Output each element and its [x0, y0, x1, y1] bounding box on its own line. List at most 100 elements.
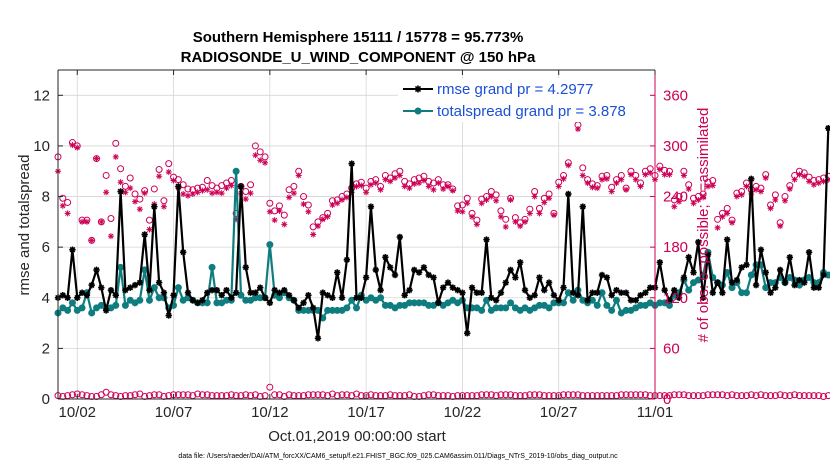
rmse-point	[810, 284, 818, 291]
obs-assimilated-point	[454, 207, 461, 214]
obs-possible-point	[131, 190, 139, 198]
rmse-point	[112, 292, 119, 299]
rmse-point	[435, 299, 442, 307]
rmse-point	[348, 160, 355, 167]
rmse-point	[699, 294, 707, 301]
obs-assimilated-point	[767, 205, 774, 212]
rmse-point	[261, 294, 269, 301]
obs-assimilated-point	[290, 190, 297, 197]
obs-possible-low-point	[155, 391, 163, 399]
totalspread-point	[747, 271, 755, 279]
obs-possible-low-point	[767, 392, 775, 400]
rmse-point	[290, 297, 298, 304]
obs-possible-point	[300, 193, 308, 201]
obs-assimilated-point	[358, 182, 365, 189]
obs-assimilated-point	[724, 210, 731, 217]
rmse-point	[752, 281, 760, 289]
rmse-point	[329, 294, 336, 301]
totalspread-point	[608, 306, 616, 314]
rmse-point	[579, 203, 586, 210]
obs-assimilated-point	[810, 181, 817, 188]
chart-title-line1: Southern Hemisphere 15111 / 15778 = 95.7…	[193, 29, 524, 46]
obs-assimilated-point	[127, 185, 134, 192]
rmse-point	[127, 284, 134, 291]
obs-assimilated-point	[757, 188, 764, 195]
obs-assimilated-point	[815, 180, 822, 187]
obs-possible-low-point	[487, 391, 495, 399]
obs-possible-low-point	[430, 391, 438, 399]
obs-assimilated-point	[305, 208, 312, 215]
rmse-point	[170, 292, 177, 299]
obs-assimilated-point	[709, 182, 716, 189]
rmse-point	[791, 281, 798, 289]
obs-assimilated-point	[546, 195, 553, 202]
rmse-point	[757, 246, 765, 253]
obs-assimilated-point	[334, 200, 341, 207]
rmse-point	[69, 246, 76, 253]
rmse-point	[406, 286, 413, 294]
obs-possible-point	[136, 195, 144, 203]
obs-assimilated-point	[594, 185, 601, 192]
rmse-point	[218, 292, 225, 299]
obs-assimilated-point	[93, 155, 100, 162]
obs-assimilated-point	[473, 221, 480, 228]
rmse-point	[194, 299, 201, 307]
x-tick-label: 10/17	[347, 404, 385, 421]
obs-possible-low-point	[728, 391, 736, 399]
obs-possible-point	[714, 215, 722, 223]
y-right-tick-label: 60	[663, 340, 680, 357]
rmse-point	[334, 269, 341, 276]
obs-assimilated-point	[541, 199, 548, 206]
obs-assimilated-point	[435, 180, 442, 187]
totalspread-point	[612, 296, 620, 304]
obs-assimilated-point	[555, 183, 562, 190]
obs-possible-low-point	[665, 392, 673, 400]
rmse-point	[815, 284, 822, 291]
obs-possible-point	[266, 199, 274, 207]
obs-assimilated-point	[170, 177, 177, 184]
obs-assimilated-point	[512, 218, 519, 225]
obs-possible-low-point	[694, 392, 702, 400]
legend: rmse grand pr = 4.2977 totalspread grand…	[398, 78, 650, 122]
legend-label-totalspread: totalspread grand pr = 3.878	[437, 103, 626, 120]
obs-possible-low-point	[800, 392, 808, 400]
rmse-point	[748, 175, 755, 183]
obs-possible-low-point	[622, 391, 630, 399]
rmse-point	[714, 279, 721, 286]
totalspread-point	[593, 301, 601, 309]
obs-possible-low-point	[531, 391, 539, 399]
rmse-point	[305, 292, 312, 299]
obs-possible-low-point	[733, 392, 741, 400]
obs-assimilated-point	[464, 200, 471, 207]
obs-possible-low-point	[690, 392, 698, 400]
obs-possible-low-point	[617, 391, 625, 399]
rmse-point	[781, 279, 789, 286]
obs-assimilated-point	[522, 218, 529, 225]
rmse-point	[516, 259, 524, 266]
obs-assimilated-point	[526, 210, 533, 217]
obs-possible-low-point	[343, 391, 351, 399]
obs-assimilated-point	[762, 174, 769, 181]
rmse-point	[131, 281, 139, 289]
x-axis-label: Oct.01,2019 00:00:00 start	[268, 428, 446, 445]
obs-assimilated-point	[276, 207, 283, 214]
obs-possible-low-point	[627, 391, 635, 399]
rmse-point	[295, 304, 302, 312]
obs-assimilated-point	[695, 196, 702, 203]
y-right-tick-label: 0	[663, 391, 671, 408]
obs-possible-point	[174, 176, 182, 184]
obs-possible-point	[59, 194, 67, 202]
totalspread-point	[478, 306, 486, 314]
obs-assimilated-point	[382, 176, 389, 183]
obs-assimilated-point	[122, 189, 129, 196]
rmse-point	[420, 264, 428, 271]
obs-possible-point	[107, 214, 115, 222]
obs-possible-point	[256, 148, 264, 156]
totalspread-point	[545, 304, 553, 312]
rmse-point	[492, 297, 500, 304]
rmse-point	[88, 281, 95, 289]
obs-possible-low-point	[718, 391, 726, 399]
obs-possible-point	[203, 177, 211, 185]
obs-assimilated-point	[319, 216, 326, 223]
obs-assimilated-point	[184, 192, 191, 199]
